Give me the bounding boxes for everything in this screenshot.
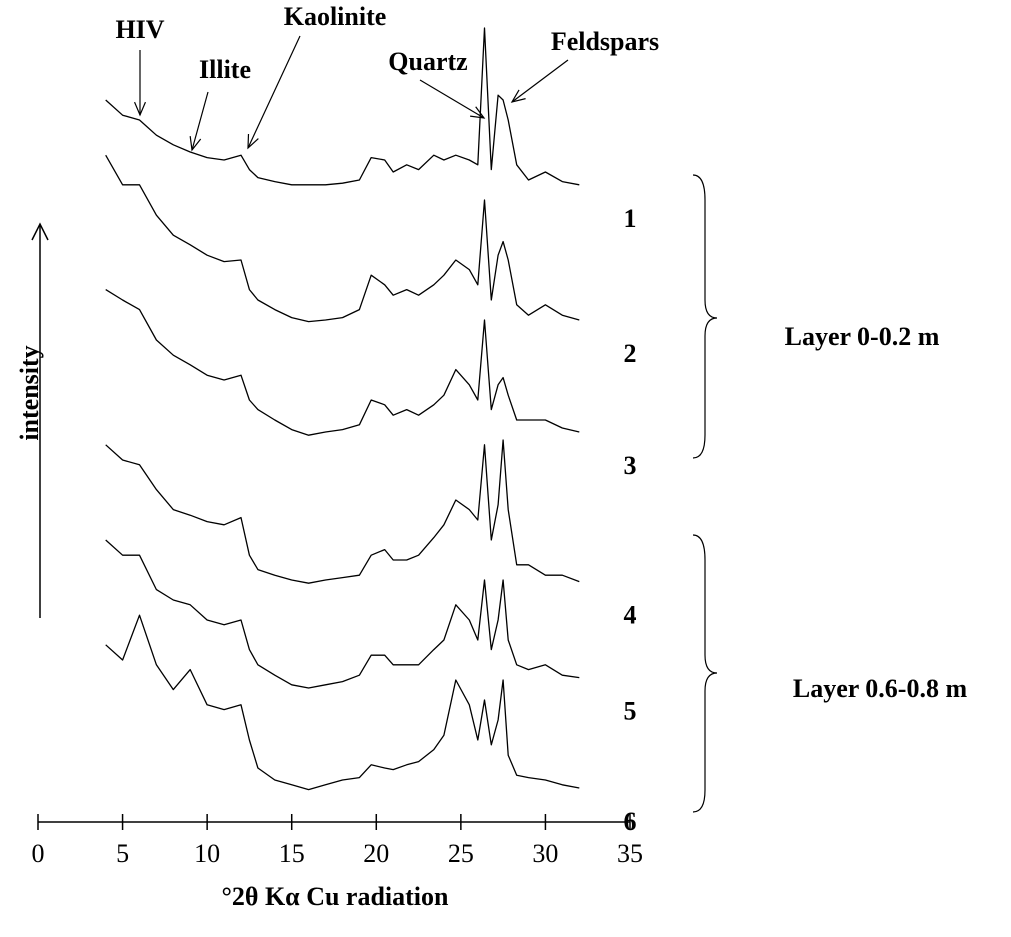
- series-label: 4: [624, 601, 637, 630]
- x-tick-label: 5: [116, 839, 129, 868]
- peak-arrow: [511, 59, 569, 103]
- peak-arrow-head: [247, 133, 259, 150]
- peak-arrow-head: [189, 136, 202, 152]
- group-label: Layer 0.6-0.8 m: [793, 674, 968, 703]
- xrd-trace: [105, 539, 580, 689]
- group-brace: [692, 534, 718, 813]
- xrd-trace: [105, 614, 580, 791]
- xrd-trace: [105, 439, 580, 584]
- x-tick-label: 30: [532, 839, 558, 868]
- intensity-arrow-head: [31, 222, 49, 241]
- x-tick-label: 20: [363, 839, 389, 868]
- x-axis-label: °2θ Kα Cu radiation: [221, 882, 449, 911]
- peak-label: Quartz: [388, 47, 467, 76]
- peak-label: Kaolinite: [284, 2, 387, 31]
- series-label: 3: [624, 451, 637, 480]
- peak-arrow-head: [133, 101, 147, 117]
- xrd-trace: [105, 154, 580, 323]
- group-brace: [692, 174, 718, 459]
- series-label: 6: [624, 807, 637, 836]
- peak-arrow: [247, 35, 301, 149]
- peak-label: Feldspars: [551, 27, 659, 56]
- y-axis-label: intensity: [15, 345, 44, 440]
- x-tick-label: 0: [32, 839, 45, 868]
- peak-arrow: [191, 91, 209, 151]
- series-label: 5: [624, 697, 637, 726]
- x-tick-label: 25: [448, 839, 474, 868]
- series-label: 1: [624, 204, 637, 233]
- x-tick-label: 15: [279, 839, 305, 868]
- peak-label: Illite: [199, 55, 251, 84]
- x-tick-label: 10: [194, 839, 220, 868]
- x-tick-label: 35: [617, 839, 643, 868]
- group-label: Layer 0-0.2 m: [785, 322, 940, 351]
- peak-arrow-head: [510, 89, 526, 103]
- xrd-trace: [105, 27, 580, 186]
- xrd-trace: [105, 289, 580, 436]
- peak-label: HIV: [115, 15, 164, 44]
- peak-arrow: [419, 79, 485, 119]
- peak-arrow-head: [470, 106, 486, 119]
- series-label: 2: [624, 339, 637, 368]
